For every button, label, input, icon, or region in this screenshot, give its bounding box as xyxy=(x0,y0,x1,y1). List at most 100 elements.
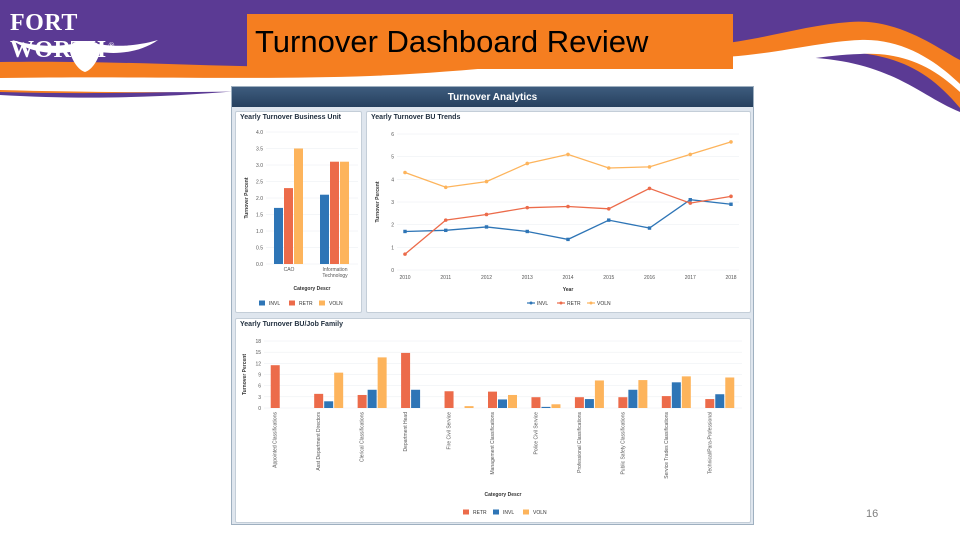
trend-point xyxy=(647,186,652,191)
jobfam-y-tick-label: 3 xyxy=(258,395,261,401)
trend-point xyxy=(606,207,611,211)
jobfam-bar xyxy=(705,399,715,408)
trend-y-tick-label: 3 xyxy=(391,200,394,206)
jobfam-y-tick-label: 6 xyxy=(258,384,261,390)
bu-legend-swatch xyxy=(259,300,265,306)
job-family-chart-title: Yearly Turnover BU/Job Family xyxy=(240,321,343,328)
jobfam-bar xyxy=(681,376,691,408)
trend-y-tick-label: 5 xyxy=(391,155,394,161)
trend-legend-marker xyxy=(589,301,593,305)
trend-point xyxy=(525,229,529,234)
jobfam-bar xyxy=(541,406,551,408)
trend-x-tick-label: 2012 xyxy=(481,275,492,281)
jobfam-y-axis-label: Turnover Percent xyxy=(242,354,248,395)
bu-y-tick-label: 3.0 xyxy=(256,163,263,169)
bu-bar xyxy=(274,207,283,264)
trend-x-tick-label: 2018 xyxy=(725,275,736,281)
longhorn-icon xyxy=(12,40,158,72)
jobfam-x-tick-label: Police Civil Service xyxy=(533,412,539,455)
jobfam-x-tick-label: Clerical Classifications xyxy=(360,412,366,463)
trend-x-tick-label: 2011 xyxy=(440,275,451,281)
trend-legend-marker xyxy=(529,301,533,305)
jobfam-bar xyxy=(444,391,454,408)
jobfam-legend-swatch xyxy=(523,509,529,515)
business-unit-chart-title: Yearly Turnover Business Unit xyxy=(240,114,342,121)
trend-x-tick-label: 2010 xyxy=(399,275,410,281)
jobfam-legend-label: INVL xyxy=(503,510,514,516)
bu-legend-label: RETR xyxy=(299,301,313,307)
jobfam-bar xyxy=(531,397,541,408)
jobfam-bar xyxy=(618,397,628,408)
jobfam-bar xyxy=(628,389,638,408)
jobfam-legend-swatch xyxy=(493,509,499,515)
bu-bar xyxy=(294,148,303,264)
jobfam-bar xyxy=(488,391,497,408)
jobfam-bar xyxy=(638,380,648,408)
bu-y-tick-label: 1.0 xyxy=(256,229,263,235)
trend-x-axis-label: Year xyxy=(563,287,574,293)
trend-point xyxy=(525,205,530,210)
trend-y-tick-label: 0 xyxy=(391,268,394,274)
jobfam-y-tick-label: 18 xyxy=(255,339,261,345)
jobfam-bar xyxy=(357,394,367,408)
trend-legend-label: VOLN xyxy=(597,301,611,307)
jobfam-bar xyxy=(401,352,411,408)
bu-legend-swatch xyxy=(319,300,325,306)
trend-point xyxy=(688,201,693,205)
job-family-panel: Yearly Turnover BU/Job Family 0 3 6 9 12 15 18… xyxy=(235,318,751,523)
bu-x-axis-label: Category Descr xyxy=(294,286,331,292)
business-unit-bar-chart: 0.0 0.5 1.0 1.5 2.0 2.5 3.0 3.5 4.0 Turnover Perc… xyxy=(244,130,358,307)
slide-title-box: Turnover Dashboard Review xyxy=(247,14,733,69)
jobfam-x-tick-label: Asst Department Directors xyxy=(316,412,322,471)
trend-series-line xyxy=(404,187,732,255)
bu-bar xyxy=(340,161,349,264)
jobfam-x-tick-label: Appointed Classifications xyxy=(273,412,279,468)
business-unit-panel: Yearly Turnover Business Unit 0.0 0.5 1.0 1… xyxy=(235,111,362,313)
jobfam-x-tick-label: Technical/Para-Professional xyxy=(707,412,713,474)
jobfam-x-tick-label: Public Safety Classifications xyxy=(620,412,626,475)
job-family-bar-chart: 0 3 6 9 12 15 18 Turnover Percent Appointed Clas… xyxy=(242,339,742,516)
jobfam-bar xyxy=(574,397,584,408)
bu-y-tick-label: 2.5 xyxy=(256,180,263,186)
jobfam-x-tick-label: Department Head xyxy=(403,412,409,452)
slide-title: Turnover Dashboard Review xyxy=(255,23,649,59)
trend-point xyxy=(688,198,692,202)
bu-x-tick-label: Technology xyxy=(322,273,348,279)
bu-y-tick-label: 4.0 xyxy=(256,130,263,136)
jobfam-bar xyxy=(270,365,280,408)
jobfam-legend-label: RETR xyxy=(473,510,487,516)
trend-legend-label: INVL xyxy=(537,301,548,307)
jobfam-y-tick-label: 0 xyxy=(258,406,261,412)
trend-x-tick-label: 2016 xyxy=(644,275,655,281)
jobfam-bar xyxy=(508,394,517,408)
bu-legend-label: VOLN xyxy=(329,301,343,307)
bu-y-tick-label: 2.0 xyxy=(256,196,263,202)
bu-trends-chart-title: Yearly Turnover BU Trends xyxy=(371,114,461,121)
trend-point xyxy=(484,179,489,184)
trend-point xyxy=(403,229,407,234)
jobfam-x-tick-label: Management Classifications xyxy=(490,412,496,475)
turnover-dashboard: Turnover Analytics Yearly Turnover Busin… xyxy=(231,86,754,525)
trend-y-axis-label: Turnover Percent xyxy=(375,181,381,222)
bu-legend-swatch xyxy=(289,300,295,306)
jobfam-x-tick-label: Professional Classifications xyxy=(577,412,583,473)
jobfam-bar xyxy=(594,380,604,408)
trend-point xyxy=(443,185,448,190)
trend-point xyxy=(647,165,652,169)
trend-point xyxy=(444,228,448,233)
jobfam-bar xyxy=(715,394,725,408)
bu-y-tick-label: 0.0 xyxy=(256,262,263,268)
trend-y-tick-label: 2 xyxy=(391,223,394,229)
bu-bar xyxy=(284,188,293,264)
trend-point xyxy=(484,212,489,217)
trend-point xyxy=(566,152,570,157)
bu-y-tick-label: 1.5 xyxy=(256,213,263,219)
jobfam-bar xyxy=(411,389,421,408)
jobfam-bar xyxy=(725,377,735,408)
jobfam-bar xyxy=(334,372,344,408)
jobfam-x-tick-label: Fire Civil Service xyxy=(447,412,453,450)
bu-y-tick-label: 0.5 xyxy=(256,246,263,252)
trend-x-tick-label: 2017 xyxy=(685,275,696,281)
jobfam-x-axis-label: Category Descr xyxy=(485,492,522,498)
trend-point xyxy=(403,170,407,175)
